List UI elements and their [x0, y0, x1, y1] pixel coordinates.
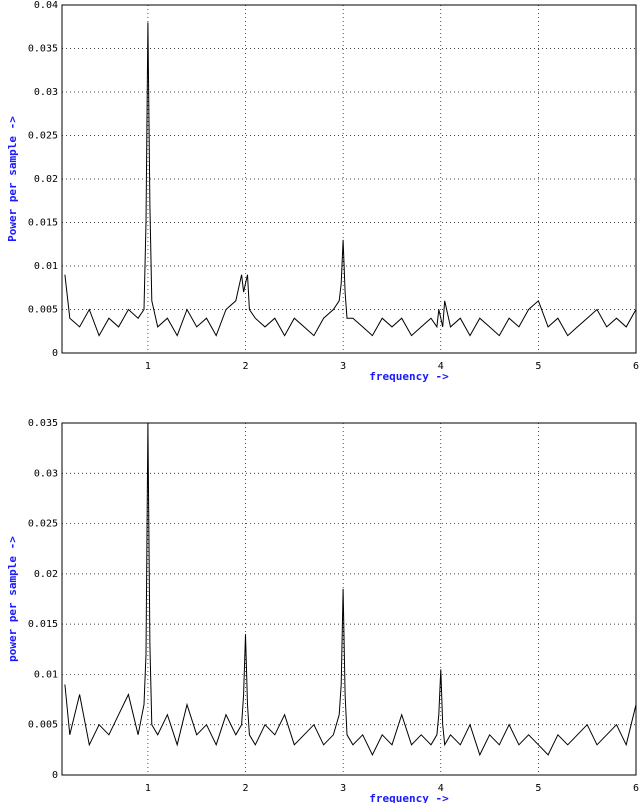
x-tick-label: 4	[438, 783, 444, 794]
x-tick-label: 2	[243, 783, 249, 794]
y-tick-label: 0.01	[34, 669, 58, 680]
y-tick-label: 0.015	[28, 218, 58, 229]
y-tick-label: 0.03	[34, 468, 58, 479]
plot-frame	[61, 4, 637, 354]
plot-frame	[61, 422, 637, 776]
x-tick-label: 6	[633, 783, 639, 794]
x-tick-label: 5	[535, 783, 541, 794]
spectrum-line	[64, 422, 637, 757]
y-tick-label: 0	[52, 348, 58, 359]
y-tick-label: 0.025	[28, 519, 58, 530]
y-tick-label: 0.035	[28, 418, 58, 429]
y-tick-label: 0.04	[34, 0, 58, 11]
y-tick-label: 0.01	[34, 261, 58, 272]
x-axis-label: frequency ->	[369, 370, 449, 383]
y-tick-label: 0.035	[28, 44, 58, 55]
spectrum-line	[64, 22, 637, 337]
x-tick-label: 6	[633, 361, 639, 372]
x-tick-label: 3	[340, 783, 346, 794]
y-tick-label: 0	[52, 770, 58, 781]
y-tick-label: 0.03	[34, 87, 58, 98]
y-tick-label: 0.025	[28, 131, 58, 142]
x-axis-label: frequency ->	[369, 792, 449, 803]
x-tick-label: 4	[438, 361, 444, 372]
x-tick-label: 5	[535, 361, 541, 372]
y-tick-label: 0.015	[28, 619, 58, 630]
x-tick-label: 1	[145, 783, 151, 794]
y-tick-label: 0.02	[34, 569, 58, 580]
x-tick-label: 1	[145, 361, 151, 372]
x-tick-label: 3	[340, 361, 346, 372]
y-tick-label: 0.005	[28, 305, 58, 316]
y-axis-label: power per sample ->	[6, 536, 19, 662]
x-tick-label: 2	[243, 361, 249, 372]
y-axis-label: Power per sample ->	[6, 116, 19, 242]
y-tick-label: 0.005	[28, 720, 58, 731]
y-tick-label: 0.02	[34, 174, 58, 185]
